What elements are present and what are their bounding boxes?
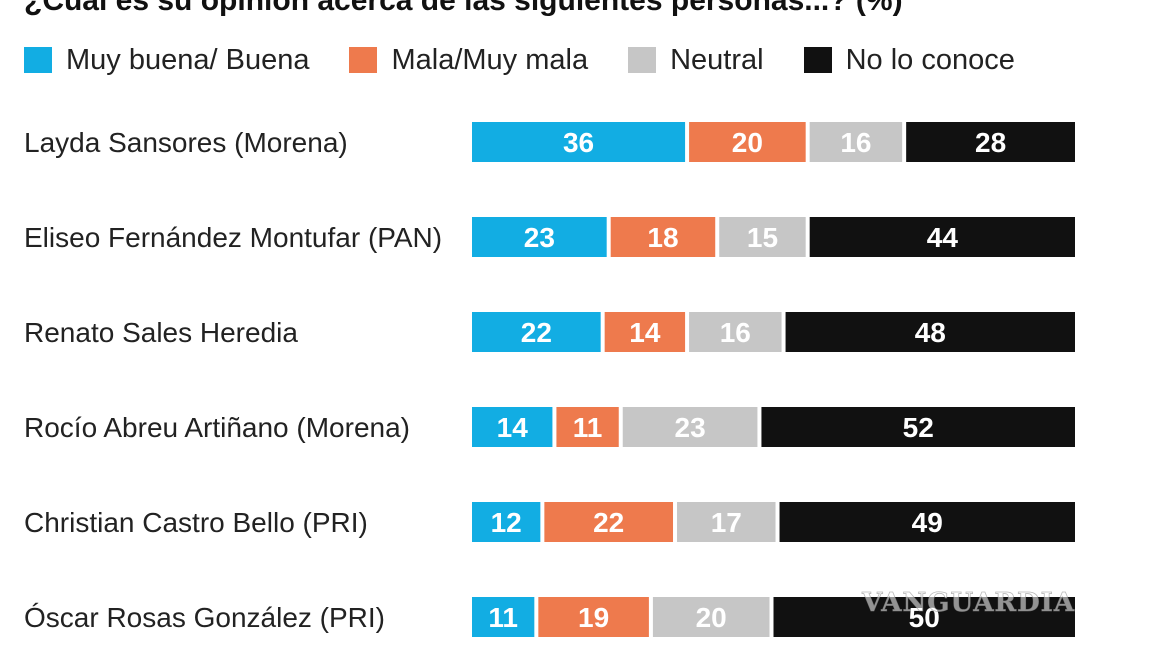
bar-rocio-abreu-artinano-morena-neutral [622,407,758,447]
bar-christian-castro-bello-pri-neutral [677,502,776,542]
value-label-layda-sansores-morena-no-lo-conoce: 28 [975,127,1006,158]
value-label-christian-castro-bello-pri-neutral: 17 [711,507,742,538]
category-label-christian-castro-bello-pri: Christian Castro Bello (PRI) [24,507,368,538]
bar-renato-sales-heredia-muy-buena-buena [472,312,601,352]
category-label-layda-sansores-morena: Layda Sansores (Morena) [24,127,348,158]
bar-renato-sales-heredia-no-lo-conoce [785,312,1075,352]
bar-layda-sansores-morena-neutral [809,122,903,162]
legend-item-neutral: Neutral [628,44,764,77]
legend-item-buena: Muy buena/ Buena [24,44,309,77]
watermark: VANGUARDIA [861,588,1075,618]
value-label-layda-sansores-morena-mala-muy-mala: 20 [732,127,763,158]
bar-rocio-abreu-artinano-morena-muy-buena-buena [472,407,553,447]
bar-renato-sales-heredia-neutral [689,312,782,352]
bar-oscar-rosas-gonzalez-pri-no-lo-conoce [773,597,1075,637]
bar-christian-castro-bello-pri-no-lo-conoce [779,502,1075,542]
value-label-renato-sales-heredia-muy-buena-buena: 22 [521,317,552,348]
chart-rows: Layda Sansores (Morena) 36 20 16 28 Eliseo Fe… [24,122,1075,637]
bar-layda-sansores-morena-mala-muy-mala [689,122,806,162]
bar-christian-castro-bello-pri-muy-buena-buena [472,502,541,542]
legend-item-mala: Mala/Muy mala [349,44,588,77]
legend-label-mala: Mala/Muy mala [391,43,589,76]
category-label-rocio-abreu-artinano-morena: Rocío Abreu Artiñano (Morena) [24,412,410,443]
value-label-rocio-abreu-artinano-morena-mala-muy-mala: 11 [573,412,603,443]
value-label-rocio-abreu-artinano-morena-neutral: 23 [675,412,706,443]
legend: Muy buena/ Buena Mala/Muy mala Neutral N… [24,42,1055,78]
bar-renato-sales-heredia-mala-muy-mala [604,312,686,352]
value-label-rocio-abreu-artinano-morena-muy-buena-buena: 14 [497,412,529,443]
legend-label-buena: Muy buena/ Buena [66,43,310,76]
legend-swatch-no-conoce [803,47,832,73]
bar-rocio-abreu-artinano-morena-no-lo-conoce [761,407,1075,447]
legend-swatch-neutral [628,47,657,73]
value-label-layda-sansores-morena-muy-buena-buena: 36 [563,127,594,158]
legend-label-neutral: Neutral [670,43,764,76]
bar-eliseo-fernandez-montufar-pan-mala-muy-mala [610,217,716,257]
value-label-layda-sansores-morena-neutral: 16 [840,127,871,158]
value-label-eliseo-fernandez-montufar-pan-mala-muy-mala: 18 [647,222,678,253]
value-label-eliseo-fernandez-montufar-pan-muy-buena-buena: 23 [524,222,555,253]
value-label-eliseo-fernandez-montufar-pan-neutral: 15 [747,222,778,253]
bar-oscar-rosas-gonzalez-pri-muy-buena-buena [472,597,535,637]
value-label-renato-sales-heredia-neutral: 16 [720,317,751,348]
bar-layda-sansores-morena-no-lo-conoce [906,122,1075,162]
bar-oscar-rosas-gonzalez-pri-neutral [652,597,770,637]
value-label-oscar-rosas-gonzalez-pri-muy-buena-buena: 11 [488,602,518,633]
legend-swatch-buena [24,47,52,73]
bar-eliseo-fernandez-montufar-pan-no-lo-conoce [809,217,1075,257]
value-label-renato-sales-heredia-mala-muy-mala: 14 [629,317,661,348]
legend-label-no-conoce: No lo conoce [845,43,1015,76]
value-label-renato-sales-heredia-no-lo-conoce: 48 [915,317,946,348]
legend-item-no-conoce: No lo conoce [803,43,1015,77]
category-label-eliseo-fernandez-montufar-pan: Eliseo Fernández Montufar (PAN) [24,222,442,253]
bar-christian-castro-bello-pri-mala-muy-mala [544,502,674,542]
value-label-christian-castro-bello-pri-mala-muy-mala: 22 [593,507,624,538]
bar-rocio-abreu-artinano-morena-mala-muy-mala [556,407,619,447]
bar-eliseo-fernandez-montufar-pan-neutral [719,217,806,257]
category-label-renato-sales-heredia: Renato Sales Heredia [24,317,298,348]
value-label-oscar-rosas-gonzalez-pri-mala-muy-mala: 19 [578,602,609,633]
value-label-oscar-rosas-gonzalez-pri-no-lo-conoce: 50 [909,602,940,633]
bar-oscar-rosas-gonzalez-pri-mala-muy-mala [538,597,649,637]
value-label-oscar-rosas-gonzalez-pri-neutral: 20 [696,602,727,633]
value-label-eliseo-fernandez-montufar-pan-no-lo-conoce: 44 [927,222,959,253]
value-label-christian-castro-bello-pri-no-lo-conoce: 49 [912,507,943,538]
chart-title: ¿Cuál es su opinión acerca de las siguie… [24,0,903,17]
bar-layda-sansores-morena-muy-buena-buena [472,122,686,162]
legend-swatch-mala [349,47,378,73]
value-label-rocio-abreu-artinano-morena-no-lo-conoce: 52 [903,412,934,443]
bar-eliseo-fernandez-montufar-pan-muy-buena-buena [472,217,607,257]
value-label-christian-castro-bello-pri-muy-buena-buena: 12 [491,507,522,538]
category-label-oscar-rosas-gonzalez-pri: Óscar Rosas González (PRI) [24,602,385,633]
